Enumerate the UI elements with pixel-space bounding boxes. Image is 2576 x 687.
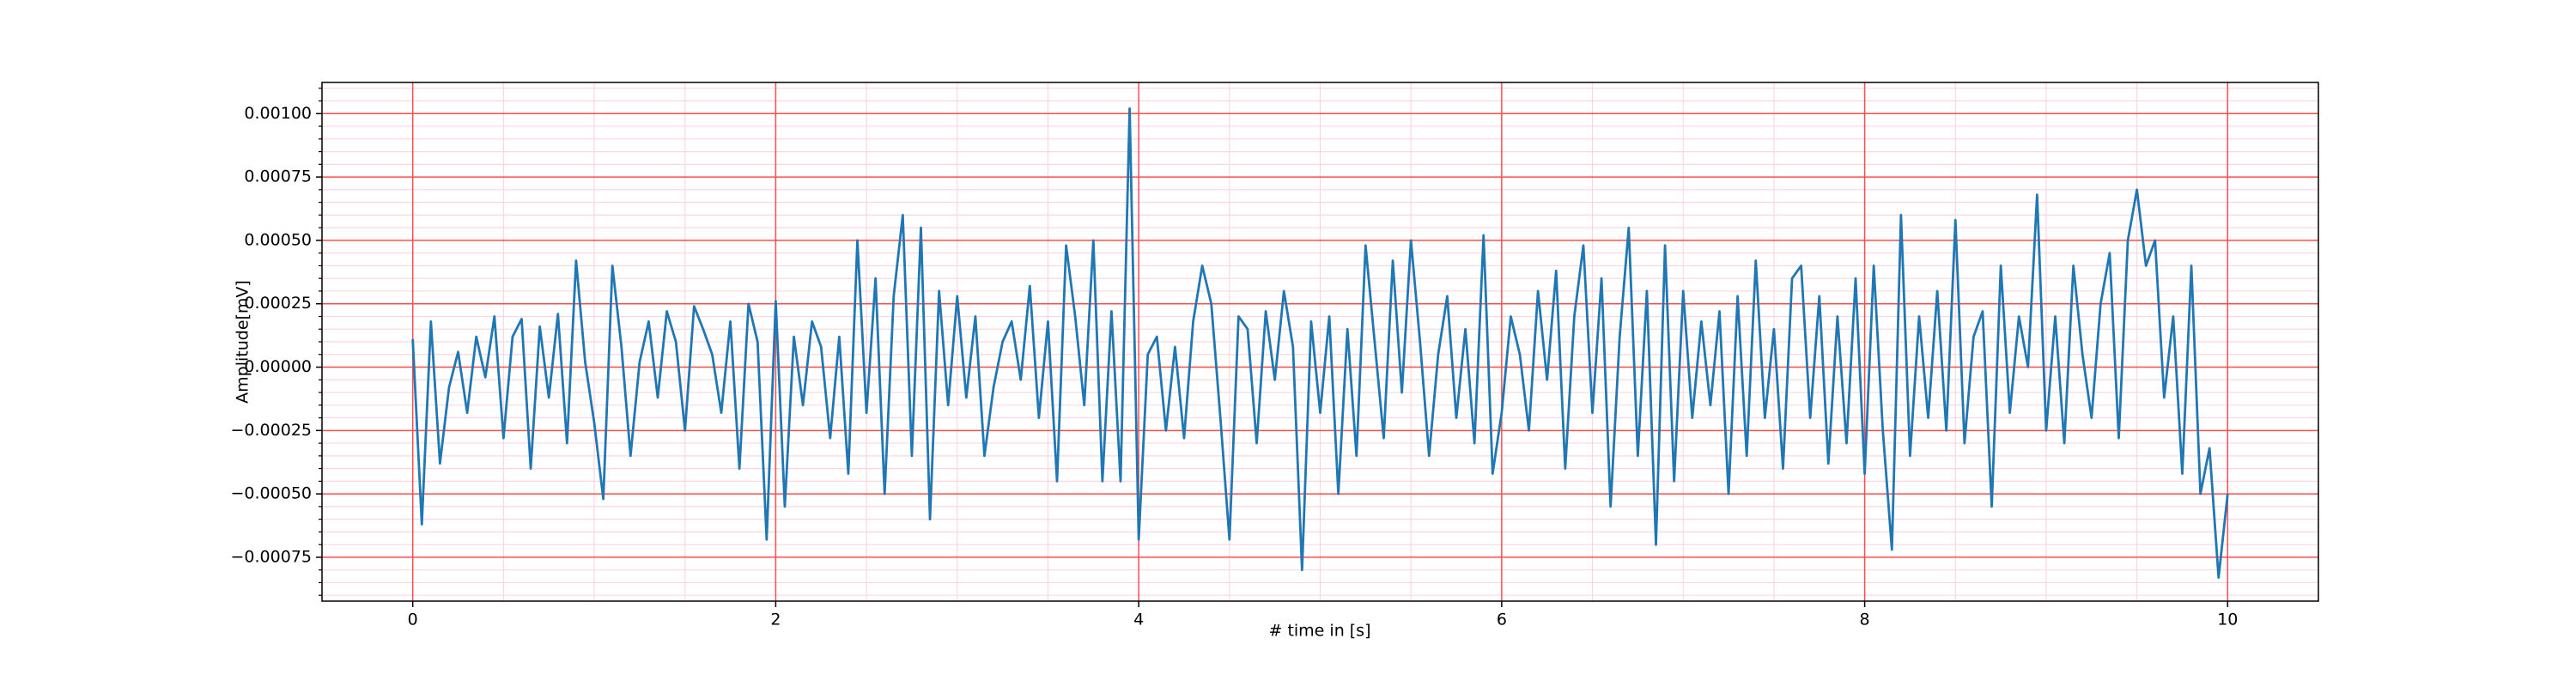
- y-tick-label: 0.00025: [244, 294, 312, 313]
- y-tick-label: −0.00075: [231, 547, 313, 566]
- plot-frame: [321, 82, 2319, 602]
- data-line: [411, 107, 2229, 579]
- y-tick-label: −0.00050: [231, 484, 313, 503]
- y-tick-label: −0.00025: [231, 421, 313, 440]
- y-tick-label: 0.00100: [244, 104, 312, 123]
- y-axis-label: Amplitude[mV]: [234, 280, 252, 404]
- y-tick-label: 0.00075: [244, 167, 312, 186]
- x-tick-label: 2: [770, 611, 781, 629]
- x-tick-label: 8: [1860, 611, 1870, 629]
- x-axis-label: # time in [s]: [1268, 622, 1370, 641]
- y-tick-label: 0.00050: [244, 230, 312, 249]
- x-tick-label: 10: [2217, 611, 2238, 629]
- y-tick-label: 0.00000: [244, 357, 312, 376]
- x-tick-label: 4: [1133, 611, 1144, 629]
- x-tick-label: 6: [1497, 611, 1507, 629]
- x-tick-label: 0: [408, 611, 418, 629]
